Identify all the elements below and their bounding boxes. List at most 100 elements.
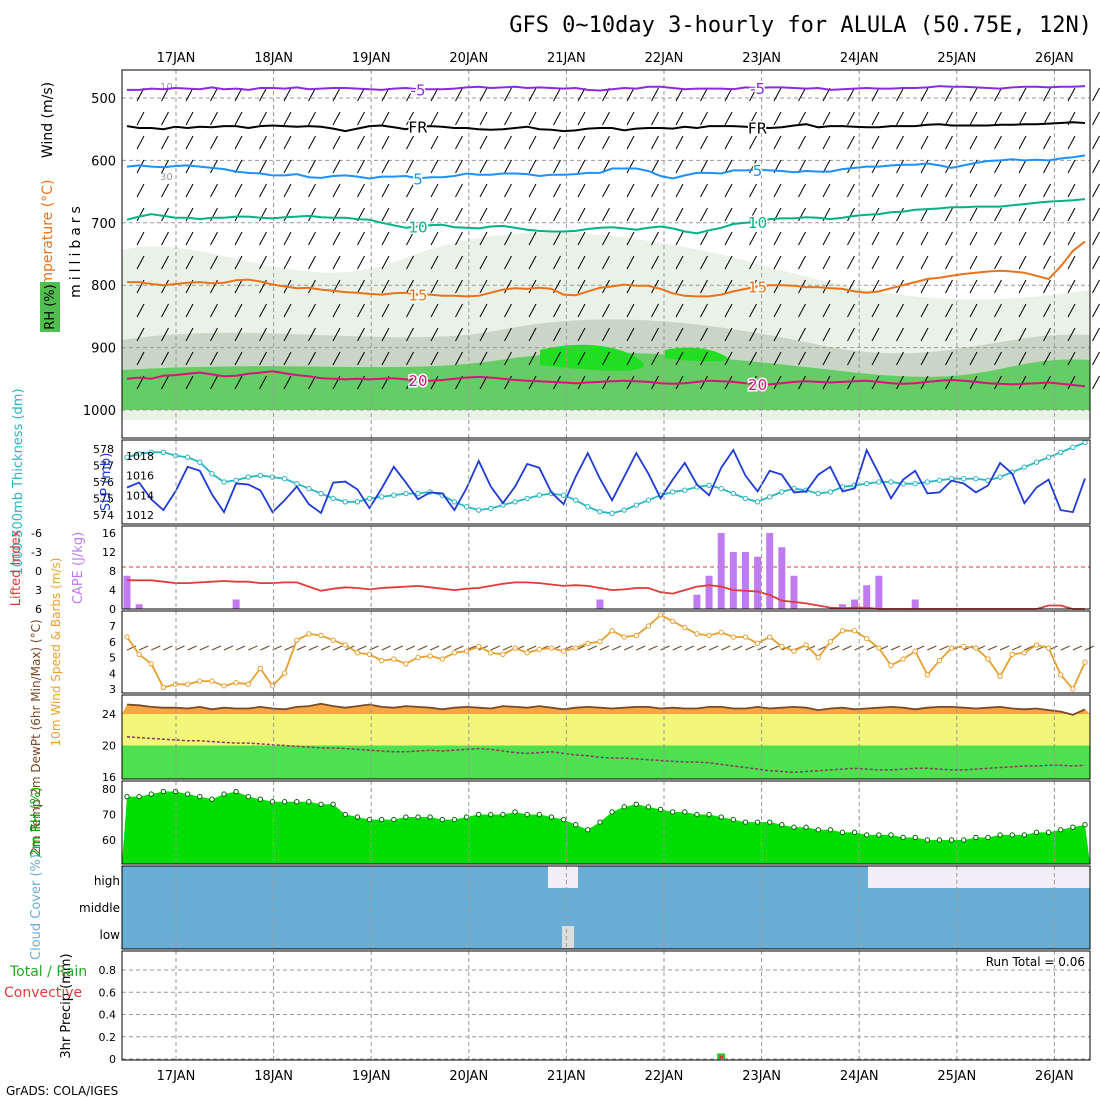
- wind-barb: [969, 231, 978, 246]
- wind-barb: [626, 111, 635, 126]
- wind-barb: [945, 231, 953, 246]
- wind-barb: [822, 303, 831, 318]
- rh-point: [924, 837, 931, 843]
- wind-barb: [847, 87, 855, 102]
- cape-bar: [754, 556, 762, 609]
- wind-speed-line-point: [742, 634, 749, 640]
- wind-barb: [553, 351, 561, 366]
- wind-barb: [651, 255, 659, 270]
- rh-contour-label: 30: [160, 172, 173, 183]
- thickness-line-point: [415, 490, 421, 497]
- day-label-bottom: 23JAN: [742, 1069, 781, 1084]
- wind-barb: [724, 255, 733, 270]
- wind-tick: 4: [109, 667, 116, 680]
- thickness-line-point: [961, 476, 967, 482]
- wind-barb: [700, 87, 708, 102]
- wind10m-barb: [357, 645, 367, 651]
- wind-speed-line-point: [294, 637, 300, 643]
- wind-speed-line-point: [184, 681, 191, 687]
- rh-point: [306, 799, 312, 805]
- wind-barb: [210, 183, 218, 198]
- thickness-line-point: [560, 492, 567, 498]
- wind-barb: [259, 159, 267, 174]
- wind-speed-line-point: [488, 650, 494, 656]
- wind-barb: [430, 255, 439, 270]
- wind-barb: [798, 303, 806, 318]
- wind-barb: [724, 87, 733, 102]
- wind-barb: [798, 111, 806, 126]
- wind-barb: [1018, 303, 1027, 318]
- wind-barb: [504, 87, 512, 102]
- wind-barb: [283, 183, 292, 198]
- wind-barb: [1018, 207, 1027, 222]
- day-label-bottom: 24JAN: [840, 1069, 879, 1084]
- wind-barb: [381, 183, 390, 198]
- thickness-line-point: [1033, 459, 1040, 465]
- wind-barb: [161, 303, 169, 318]
- rh-point: [1009, 832, 1015, 838]
- wind-barb: [1043, 255, 1051, 270]
- wind-barb: [406, 279, 414, 294]
- wind-barb: [822, 135, 831, 150]
- wind-barb: [675, 303, 684, 318]
- wind-speed-line-point: [754, 640, 761, 647]
- wind-barb: [455, 351, 463, 366]
- thickness-line-point: [912, 480, 918, 487]
- rh-point: [451, 816, 458, 823]
- wind10m-barb: [1060, 645, 1070, 651]
- ylabel-cloud-cover: Cloud Cover (%): [29, 854, 44, 960]
- wind-barb: [161, 279, 169, 294]
- wind-barb: [602, 207, 610, 222]
- y-tick-label: 500: [91, 92, 116, 107]
- wind-barb: [675, 135, 684, 150]
- thickness-line-point: [221, 479, 227, 485]
- cape-bar: [596, 599, 604, 609]
- ylabel-2m-temp: 2m Temp 2m DewPt (6hr Min/Max) (°C): [29, 619, 43, 854]
- wind-barb: [847, 111, 855, 126]
- rh-point: [245, 793, 251, 800]
- wind-barb: [504, 279, 512, 294]
- wind-speed-line-point: [572, 645, 579, 651]
- wind-barb: [553, 207, 561, 222]
- rh-point: [184, 791, 191, 797]
- wind10m-barb: [308, 645, 319, 651]
- wind-barb: [994, 111, 1002, 126]
- wind-barb: [749, 87, 757, 102]
- wind-speed-line-point: [585, 640, 591, 647]
- wind-barb: [822, 231, 831, 246]
- wind-barb: [773, 303, 782, 318]
- wind10m-barb: [320, 645, 331, 651]
- wind-speed-line-point: [645, 623, 652, 629]
- wind-speed-line-point: [839, 628, 846, 634]
- thickness-line-point: [779, 489, 785, 495]
- rh-point: [597, 819, 603, 825]
- wind-barb: [406, 351, 414, 366]
- wind-barb: [553, 111, 561, 126]
- wind-barb: [724, 183, 733, 198]
- wind-speed-line-point: [815, 654, 821, 661]
- wind10m-barb: [648, 645, 658, 651]
- wind-barb: [920, 231, 929, 246]
- wind-barb: [798, 183, 806, 198]
- wind-barb: [185, 327, 194, 342]
- wind-barb: [626, 87, 635, 102]
- wind-barb: [479, 279, 488, 294]
- wind-barb: [700, 327, 708, 342]
- thickness-line-point: [815, 490, 821, 497]
- wind-barb: [528, 303, 537, 318]
- wind10m-barb: [1012, 645, 1022, 651]
- wind-barb: [553, 159, 561, 174]
- wind-barb: [773, 183, 782, 198]
- wind-barb: [455, 303, 463, 318]
- wind-barb: [210, 351, 218, 366]
- thickness-line-point: [354, 499, 361, 505]
- wind-barb: [651, 207, 659, 222]
- stability-panel-frame: [121, 525, 1091, 610]
- thickness-line-point: [536, 492, 543, 498]
- wind-barb: [308, 111, 316, 126]
- isotherm-4: [127, 240, 1086, 298]
- cape-bar: [790, 575, 798, 609]
- wind-barb: [871, 351, 880, 366]
- wind-barb: [504, 135, 512, 150]
- wind-speed-line-point: [197, 678, 203, 684]
